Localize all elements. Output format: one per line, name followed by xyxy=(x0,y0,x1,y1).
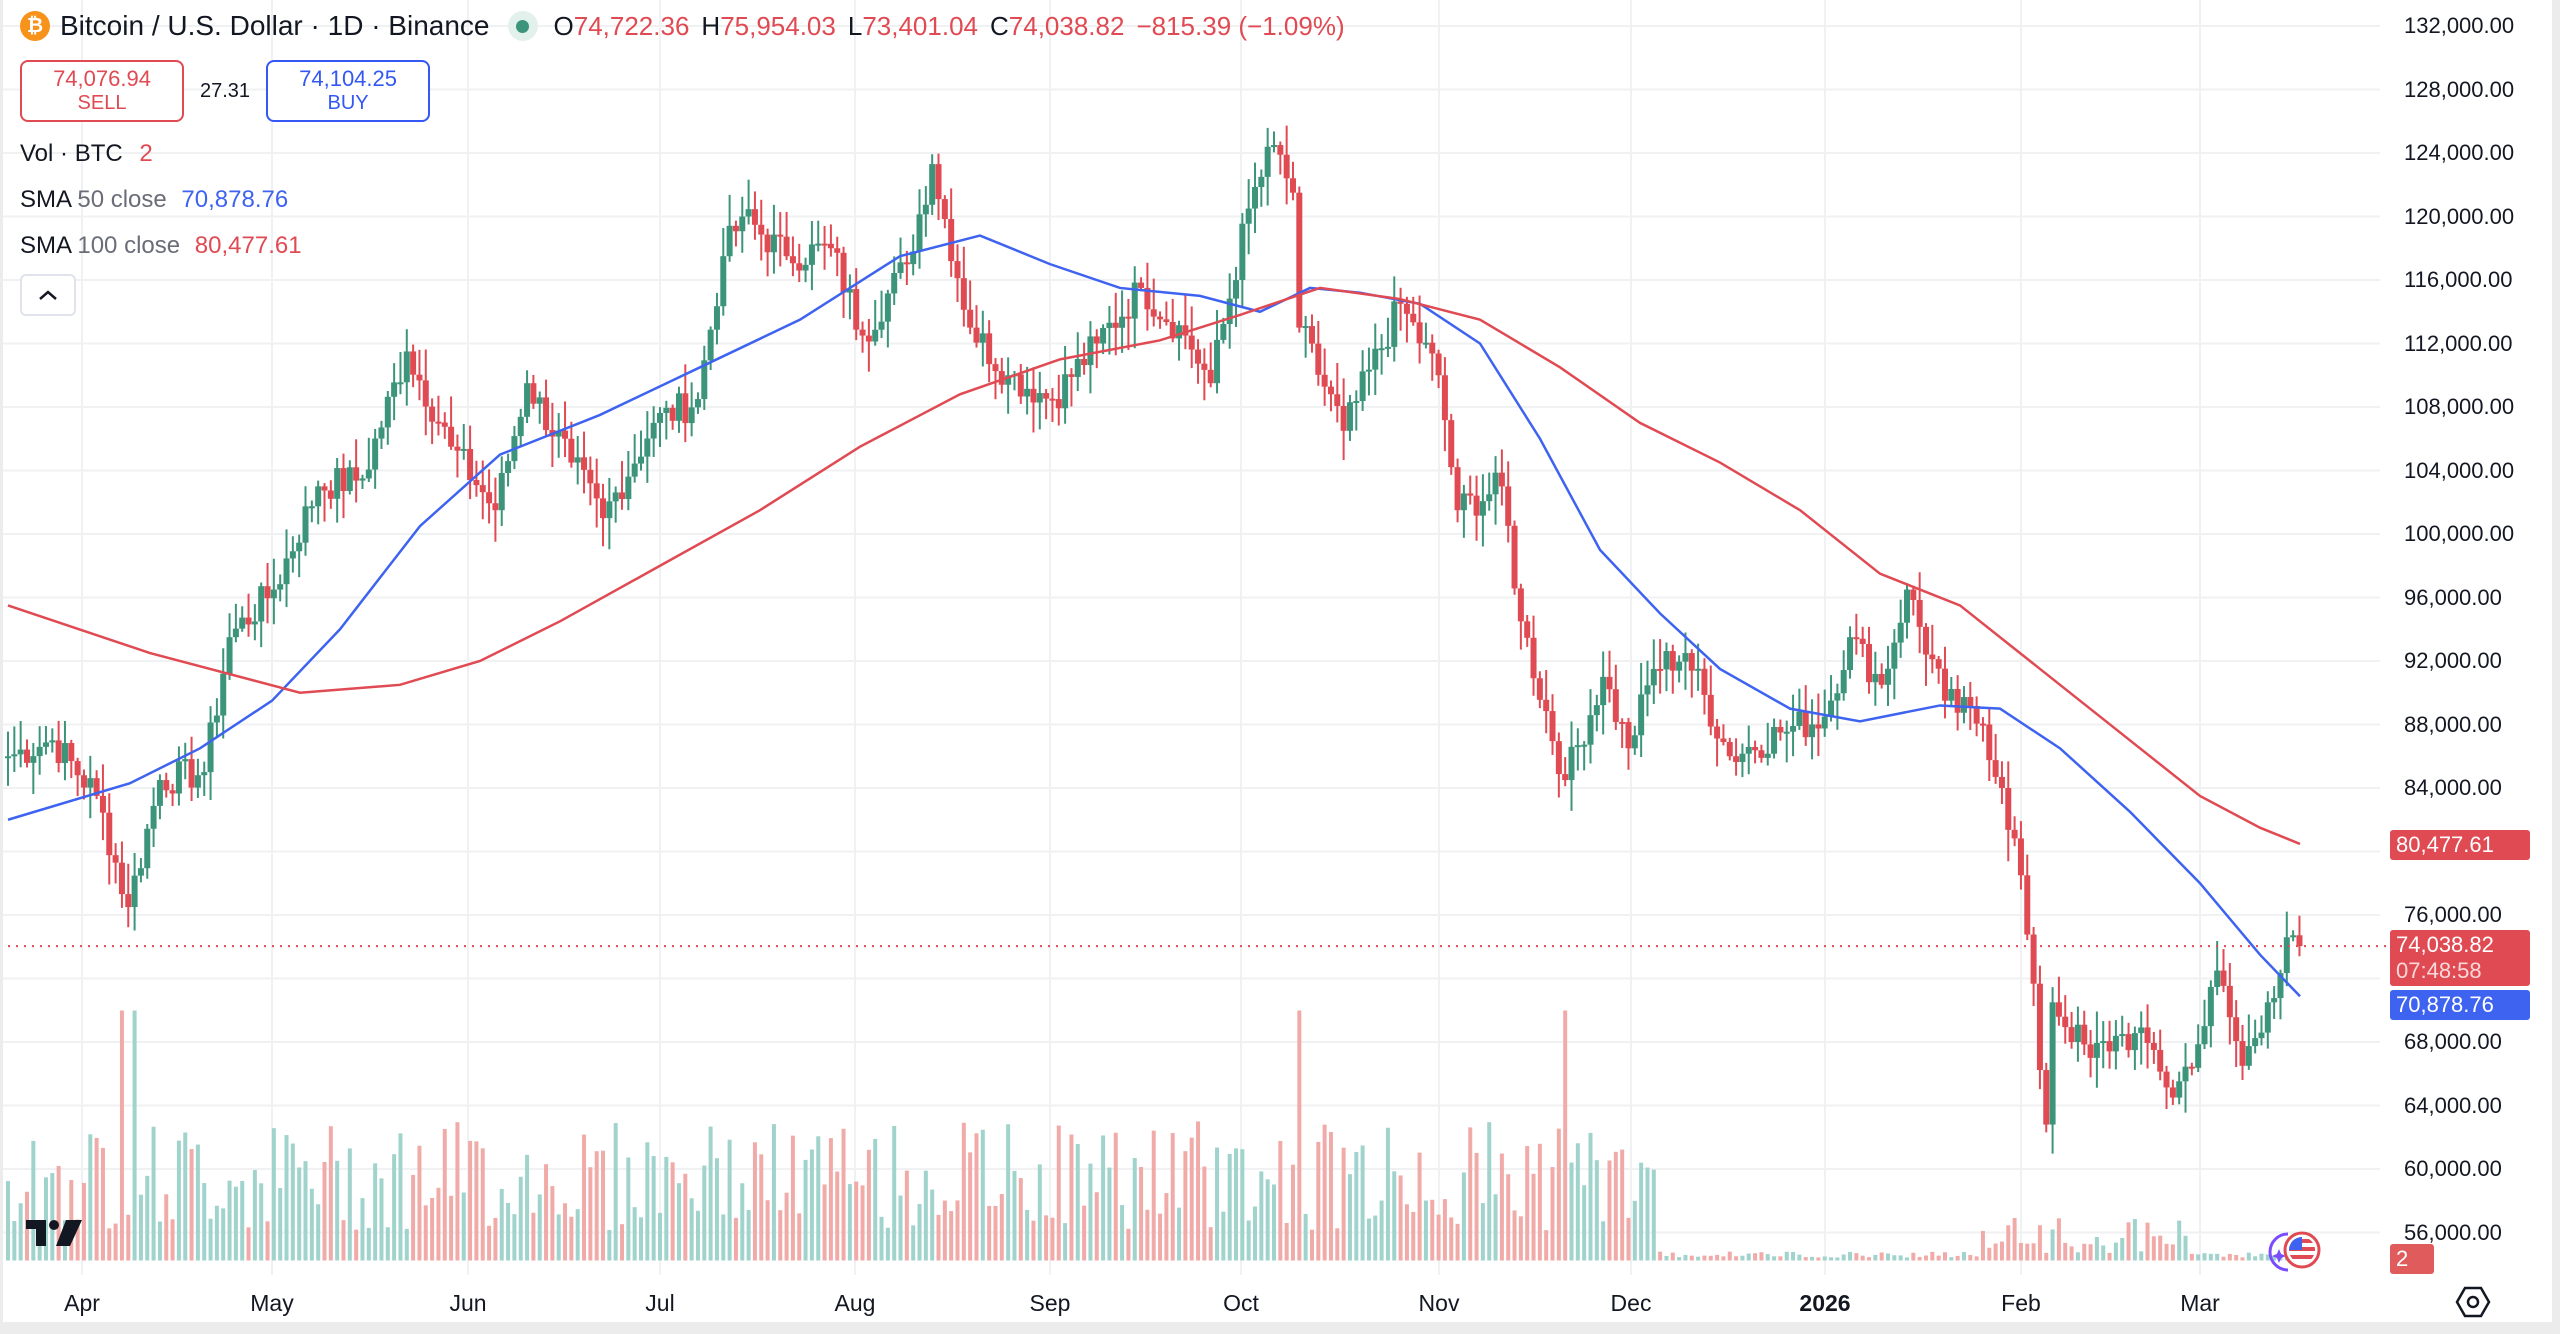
legend-sma100-value: 80,477.61 xyxy=(194,232,302,259)
legend-sma50-param: 50 close xyxy=(77,186,167,213)
legend-sma100[interactable]: SMA 100 close 80,477.61 xyxy=(20,232,302,260)
price-tick-label: 116,000.00 xyxy=(2404,267,2513,292)
trade-panel: 74,076.94 SELL 27.31 74,104.25 BUY xyxy=(20,60,431,122)
time-tick-label: Apr xyxy=(64,1290,100,1316)
price-tick-label: 104,000.00 xyxy=(2404,457,2515,483)
price-tick-label: 112,000.00 xyxy=(2404,330,2513,356)
high-value: 75,954.03 xyxy=(720,10,836,41)
price-tick-label: 100,000.00 xyxy=(2404,521,2515,546)
legend-volume-value: 2 xyxy=(139,140,153,167)
left-border xyxy=(0,0,3,1334)
price-tick-label: 60,000.00 xyxy=(2404,1156,2502,1181)
sma50-price-tag: 70,878.76 xyxy=(2390,990,2530,1020)
price-tick-label: 128,000.00 xyxy=(2404,76,2515,102)
time-tick-label: Jul xyxy=(645,1290,675,1316)
symbol-header: ₿ Bitcoin / U.S. Dollar · 1D · Binance O… xyxy=(20,10,1345,42)
high-key: H xyxy=(701,10,721,41)
time-tick-label: May xyxy=(250,1290,294,1316)
time-tick-label: Dec xyxy=(1610,1290,1652,1316)
bitcoin-icon[interactable]: ₿ xyxy=(20,11,50,41)
legend-volume[interactable]: Vol · BTC 2 xyxy=(20,140,153,168)
price-tick-label: 88,000.00 xyxy=(2404,711,2502,737)
sell-label: SELL xyxy=(77,92,127,114)
price-tick-label: 92,000.00 xyxy=(2404,648,2502,673)
legend-volume-name: Vol · BTC xyxy=(20,140,123,167)
price-change: −815.39 (−1.09%) xyxy=(1136,10,1345,41)
price-tick-label: 64,000.00 xyxy=(2404,1092,2502,1118)
volume-tag: 2 xyxy=(2390,1244,2434,1274)
us-economic-events-icon[interactable] xyxy=(2268,1228,2326,1272)
time-tick-label: 2026 xyxy=(1799,1290,1851,1316)
time-tick-label: Aug xyxy=(834,1290,876,1316)
buy-price: 74,104.25 xyxy=(299,66,397,91)
buy-button[interactable]: 74,104.25 BUY xyxy=(266,60,431,122)
ohlc-values: O74,722.36 H75,954.03 L73,401.04 C74,038… xyxy=(554,11,1345,42)
settings-icon[interactable] xyxy=(2455,1285,2491,1319)
sell-button[interactable]: 74,076.94 SELL xyxy=(20,60,184,122)
price-tick-label: 132,000.00 xyxy=(2404,13,2515,38)
open-key: O xyxy=(553,10,574,41)
collapse-legend-button[interactable] xyxy=(20,274,76,316)
legend-sma50-value: 70,878.76 xyxy=(181,186,289,213)
last-price-tag: 74,038.82 07:48:58 xyxy=(2390,930,2530,986)
low-value: 73,401.04 xyxy=(862,10,978,41)
price-tick-label: 108,000.00 xyxy=(2404,394,2515,419)
time-tick-label: Sep xyxy=(1029,1290,1071,1316)
price-tick-label: 120,000.00 xyxy=(2404,203,2515,229)
symbol-title[interactable]: Bitcoin / U.S. Dollar · 1D · Binance xyxy=(60,10,490,41)
legend-sma100-name: SMA xyxy=(20,232,71,259)
price-tick-label: 68,000.00 xyxy=(2404,1029,2502,1054)
price-tick-label: 124,000.00 xyxy=(2404,140,2515,165)
price-tick-label: 76,000.00 xyxy=(2404,902,2502,927)
right-border xyxy=(2552,0,2560,1334)
low-key: L xyxy=(847,10,863,41)
close-key: C xyxy=(990,10,1009,41)
time-tick-label: Oct xyxy=(1223,1290,1259,1316)
last-price: 74,038.82 xyxy=(2396,932,2494,957)
bottom-border xyxy=(0,1322,2560,1334)
tradingview-logo-icon[interactable] xyxy=(26,1218,84,1248)
time-tick-label: Mar xyxy=(2180,1290,2220,1316)
spread-value: 27.31 xyxy=(200,79,251,102)
close-value: 74,038.82 xyxy=(1008,10,1125,41)
chevron-up-icon xyxy=(39,290,57,300)
price-tick-label: 96,000.00 xyxy=(2404,584,2502,610)
open-value: 74,722.36 xyxy=(573,10,690,41)
candle-countdown: 07:48:58 xyxy=(2396,958,2482,983)
time-tick-label: Feb xyxy=(2001,1290,2041,1316)
legend-sma50-name: SMA xyxy=(20,186,71,213)
price-tick-label: 84,000.00 xyxy=(2404,775,2502,800)
market-status-icon[interactable] xyxy=(507,11,538,41)
price-tick-label: 56,000.00 xyxy=(2404,1219,2502,1245)
sma100-price-tag: 80,477.61 xyxy=(2390,830,2530,860)
legend-sma100-param: 100 close xyxy=(77,232,181,259)
time-tick-label: Jun xyxy=(449,1290,487,1316)
buy-label: BUY xyxy=(327,92,369,114)
legend-sma50[interactable]: SMA 50 close 70,878.76 xyxy=(20,186,288,214)
time-tick-label: Nov xyxy=(1418,1290,1460,1316)
sell-price: 74,076.94 xyxy=(53,66,151,91)
